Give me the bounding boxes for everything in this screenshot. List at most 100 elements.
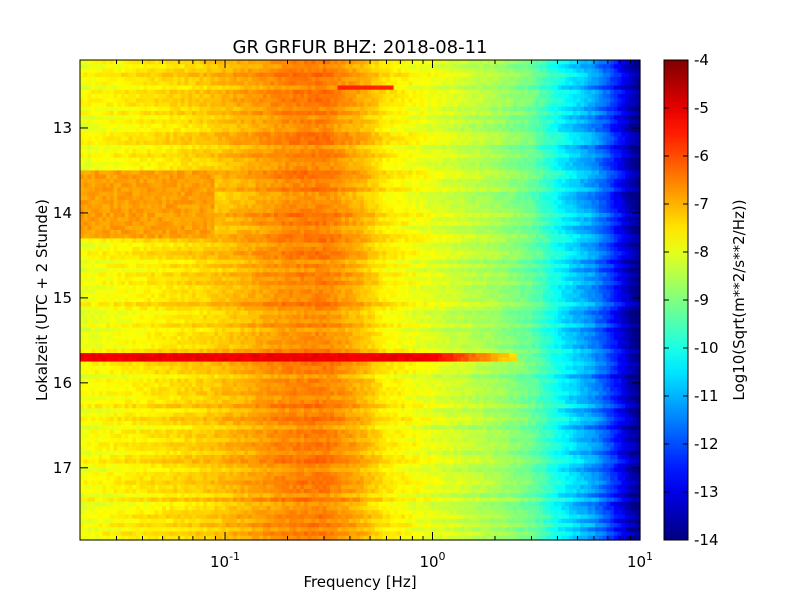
- heatmap-cell: [188, 106, 193, 112]
- heatmap-cell: [94, 110, 100, 116]
- heatmap-cell: [513, 60, 518, 65]
- heatmap-cell: [143, 200, 148, 206]
- heatmap-cell: [598, 89, 604, 95]
- heatmap-cell: [408, 157, 413, 163]
- heatmap-cell: [203, 98, 208, 104]
- heatmap-cell: [524, 161, 529, 167]
- heatmap-cell: [434, 64, 439, 70]
- heatmap-cell: [150, 98, 156, 104]
- heatmap-cell: [158, 60, 163, 65]
- heatmap-cell: [158, 191, 163, 197]
- heatmap-cell: [401, 115, 406, 121]
- heatmap-cell: [539, 102, 544, 108]
- heatmap-cell: [587, 72, 593, 78]
- heatmap-cell: [438, 127, 443, 133]
- heatmap-cell: [83, 60, 89, 65]
- heatmap-cell: [337, 157, 342, 163]
- heatmap-cell: [423, 187, 428, 193]
- heatmap-cell: [505, 81, 510, 87]
- heatmap-cell: [192, 127, 197, 133]
- heatmap-cell: [113, 60, 118, 65]
- heatmap-cell: [632, 157, 637, 163]
- heatmap-cell: [248, 119, 253, 125]
- heatmap-cell: [453, 161, 458, 167]
- heatmap-cell: [345, 136, 350, 142]
- heatmap-cell: [546, 64, 551, 70]
- heatmap-cell: [449, 110, 454, 116]
- heatmap-cell: [94, 174, 100, 180]
- heatmap-cell: [180, 144, 186, 150]
- heatmap-cell: [360, 157, 365, 163]
- heatmap-cell: [587, 127, 593, 133]
- heatmap-cell: [501, 89, 507, 95]
- heatmap-cell: [132, 123, 137, 129]
- heatmap-cell: [150, 115, 156, 121]
- heatmap-cell: [427, 60, 432, 65]
- heatmap-cell: [445, 166, 451, 172]
- heatmap-cell: [528, 127, 533, 133]
- heatmap-cell: [173, 200, 178, 206]
- heatmap-cell: [270, 81, 275, 87]
- heatmap-cell: [587, 93, 593, 99]
- heatmap-cell: [610, 195, 615, 201]
- heatmap-cell: [169, 64, 174, 70]
- heatmap-cell: [427, 64, 432, 70]
- heatmap-cell: [408, 127, 413, 133]
- heatmap-cell: [98, 115, 103, 121]
- heatmap-cell: [337, 166, 342, 172]
- heatmap-cell: [109, 81, 115, 87]
- heatmap-cell: [513, 144, 518, 150]
- heatmap-cell: [106, 170, 111, 176]
- heatmap-cell: [509, 161, 514, 167]
- heatmap-cell: [91, 200, 96, 206]
- heatmap-cell: [468, 132, 473, 138]
- heatmap-cell: [490, 166, 495, 172]
- heatmap-cell: [621, 85, 626, 91]
- heatmap-cell: [259, 81, 264, 87]
- heatmap-cell: [404, 166, 410, 172]
- heatmap-cell: [98, 64, 103, 70]
- heatmap-cell: [143, 183, 148, 189]
- heatmap-cell: [236, 119, 242, 125]
- heatmap-cell: [509, 127, 514, 133]
- heatmap-cell: [188, 157, 193, 163]
- heatmap-cell: [397, 89, 402, 95]
- heatmap-cell: [401, 89, 406, 95]
- heatmap-cell: [483, 123, 488, 129]
- heatmap-cell: [449, 72, 454, 78]
- heatmap-cell: [572, 140, 578, 146]
- heatmap-cell: [382, 60, 387, 65]
- heatmap-cell: [259, 85, 264, 91]
- heatmap-cell: [289, 140, 294, 146]
- heatmap-cell: [602, 106, 607, 112]
- heatmap-cell: [625, 149, 630, 155]
- heatmap-cell: [419, 132, 425, 138]
- heatmap-cell: [528, 85, 533, 91]
- heatmap-cell: [486, 183, 492, 189]
- heatmap-cell: [374, 157, 380, 163]
- heatmap-cell: [87, 149, 92, 155]
- heatmap-cell: [636, 195, 641, 201]
- heatmap-cell: [486, 157, 492, 163]
- heatmap-cell: [423, 64, 428, 70]
- heatmap-cell: [535, 136, 540, 142]
- heatmap-cell: [606, 89, 611, 95]
- heatmap-cell: [330, 85, 335, 91]
- heatmap-cell: [453, 157, 458, 163]
- heatmap-cell: [315, 191, 320, 197]
- heatmap-cell: [292, 123, 298, 129]
- heatmap-cell: [132, 132, 137, 138]
- heatmap-cell: [389, 115, 395, 121]
- heatmap-cell: [569, 187, 574, 193]
- heatmap-cell: [494, 102, 499, 108]
- heatmap-cell: [457, 166, 462, 172]
- heatmap-cell: [587, 119, 593, 125]
- heatmap-cell: [80, 123, 85, 129]
- heatmap-cell: [520, 149, 525, 155]
- heatmap-cell: [281, 72, 286, 78]
- heatmap-cell: [363, 178, 369, 184]
- heatmap-cell: [606, 195, 611, 201]
- heatmap-cell: [300, 123, 305, 129]
- heatmap-cell: [304, 183, 309, 189]
- heatmap-cell: [352, 191, 357, 197]
